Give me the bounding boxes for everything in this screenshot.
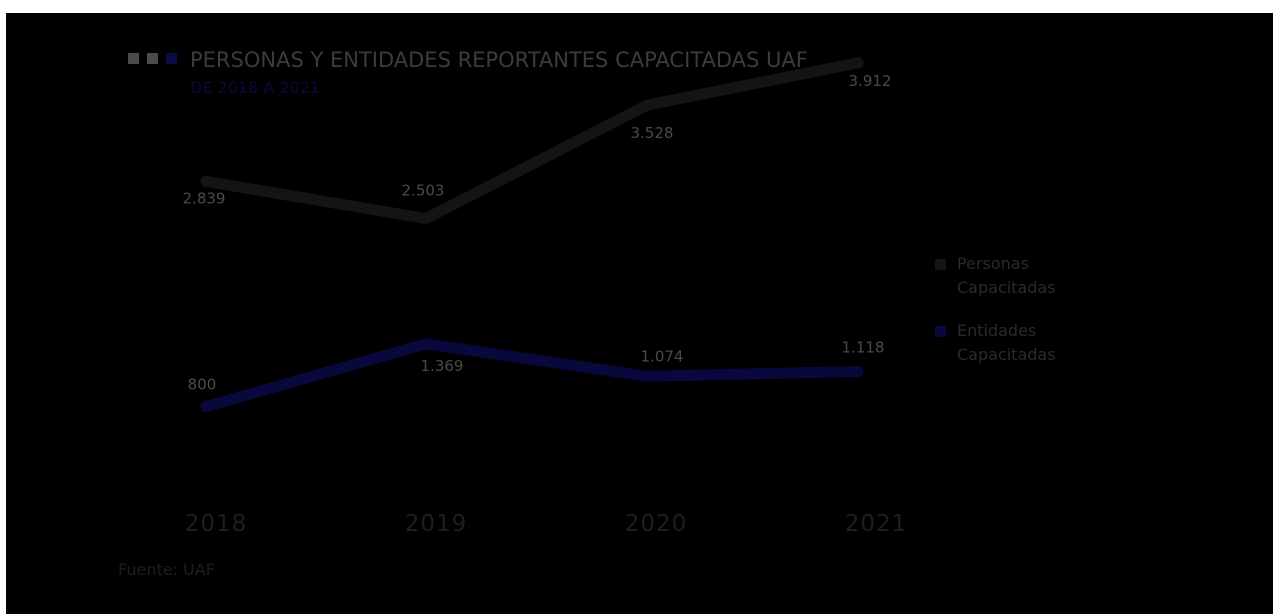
title-square-2 <box>147 53 158 64</box>
data-point-s2-2019 <box>420 338 432 350</box>
data-label-s1-2019: 2.503 <box>402 182 445 200</box>
title-square-1 <box>128 53 139 64</box>
data-label-s2-2020: 1.074 <box>641 347 684 365</box>
data-point-s1-2019 <box>420 213 432 224</box>
legend: Personas Capacitadas Entidades Capacitadas <box>935 254 1056 364</box>
x-tick-label-2018: 2018 <box>185 511 248 537</box>
series-line-1 <box>200 57 864 224</box>
data-label-s1-2018: 2.839 <box>183 189 226 207</box>
title-square-3 <box>166 53 177 64</box>
legend-swatch-2 <box>935 326 946 337</box>
data-point-s2-2021 <box>852 366 864 377</box>
legend-swatch-1 <box>935 259 946 270</box>
legend-label-1-line-1: Personas <box>957 254 1029 273</box>
x-tick-label-2020: 2020 <box>625 511 688 537</box>
line-chart: PERSONAS Y ENTIDADES REPORTANTES CAPACIT… <box>118 48 1056 579</box>
data-label-s1-2021: 3.912 <box>849 72 892 90</box>
chart-panel: PERSONAS Y ENTIDADES REPORTANTES CAPACIT… <box>6 13 1273 614</box>
legend-label-1-line-2: Capacitadas <box>957 278 1056 297</box>
data-label-s2-2018: 800 <box>188 376 217 394</box>
series-lines <box>200 57 864 413</box>
legend-label-2-line-2: Capacitadas <box>957 345 1056 364</box>
data-labels: 2.839 2.503 3.528 3.912 800 1.369 1.074 1.118 <box>183 72 892 394</box>
data-point-s1-2021 <box>852 57 864 69</box>
chart-subtitle: DE 2018 A 2021 <box>190 78 320 97</box>
x-axis: 2018 2019 2020 2021 <box>185 511 908 537</box>
data-point-s1-2020 <box>641 99 653 111</box>
chart-title: PERSONAS Y ENTIDADES REPORTANTES CAPACIT… <box>190 48 808 72</box>
data-label-s2-2021: 1.118 <box>842 339 885 357</box>
x-tick-label-2021: 2021 <box>845 511 908 537</box>
data-point-s1-2018 <box>200 175 212 187</box>
series-line-2 <box>200 338 864 413</box>
legend-label-2-line-1: Entidades <box>957 321 1036 340</box>
source-note: Fuente: UAF <box>118 560 215 579</box>
data-label-s1-2020: 3.528 <box>631 124 674 142</box>
title-squares <box>128 53 177 64</box>
data-label-s2-2019: 1.369 <box>421 357 464 375</box>
x-tick-label-2019: 2019 <box>405 511 468 537</box>
data-point-s2-2020 <box>641 370 653 382</box>
data-point-s2-2018 <box>200 401 212 413</box>
